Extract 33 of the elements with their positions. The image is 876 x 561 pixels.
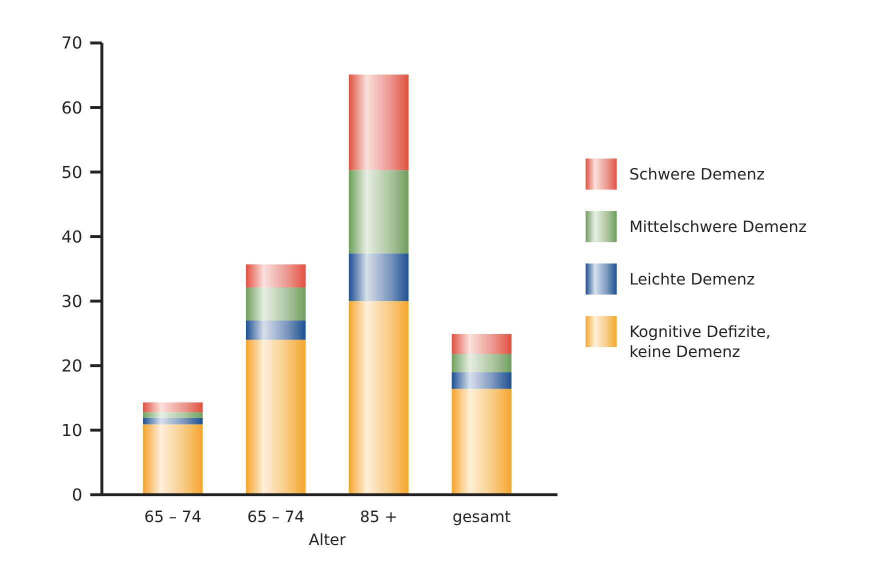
bar bbox=[348, 301, 409, 495]
x-tick-label: 65 – 74 bbox=[247, 508, 304, 526]
y-tick-label: 20 bbox=[61, 356, 82, 376]
bar bbox=[246, 340, 306, 495]
bar bbox=[246, 288, 306, 320]
bar bbox=[143, 418, 203, 424]
x-tick-label: 85 + bbox=[360, 508, 398, 526]
y-tick-label: 60 bbox=[61, 98, 82, 118]
y-tick-label: 40 bbox=[61, 227, 82, 246]
bar bbox=[452, 354, 512, 372]
bar bbox=[452, 388, 512, 495]
bar bbox=[348, 253, 409, 302]
bar bbox=[452, 334, 512, 354]
y-tick-label: 30 bbox=[61, 292, 82, 311]
bar bbox=[246, 320, 306, 340]
y-tick-label: 70 bbox=[61, 34, 82, 53]
legend-label: Leichte Demenz bbox=[629, 270, 755, 288]
legend-label: Kognitive Defizite, keine Demenz bbox=[629, 322, 771, 362]
y-tick-label: 10 bbox=[61, 420, 82, 440]
bar bbox=[143, 412, 203, 418]
bar bbox=[348, 74, 409, 170]
legend-label: Schwere Demenz bbox=[629, 166, 765, 184]
legend-label: Mittelschwere Demenz bbox=[629, 218, 807, 236]
bar bbox=[143, 424, 203, 495]
y-tick-label: 50 bbox=[61, 162, 82, 182]
bar bbox=[143, 402, 203, 412]
x-tick-label: 65 – 74 bbox=[144, 508, 202, 526]
bar bbox=[246, 264, 306, 288]
bar bbox=[452, 372, 512, 389]
y-tick-label: 0 bbox=[72, 485, 82, 504]
x-tick-label: gesamt bbox=[452, 508, 511, 526]
bar bbox=[348, 170, 409, 254]
x-axis-title: Alter bbox=[308, 531, 346, 550]
